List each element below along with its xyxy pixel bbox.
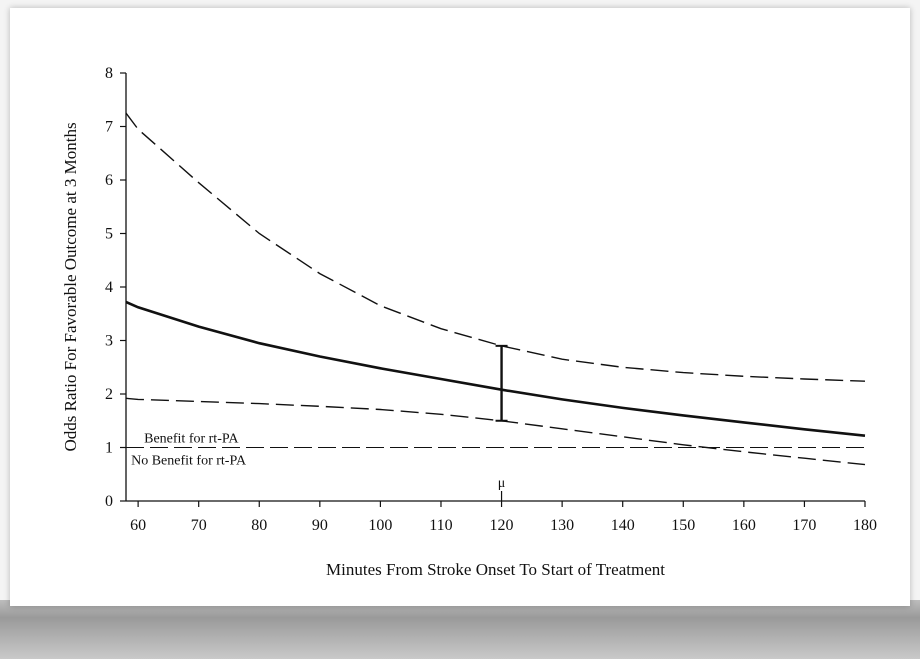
x-tick-label: 90	[312, 517, 328, 534]
x-tick-label: 110	[429, 517, 452, 534]
y-tick-label: 4	[105, 279, 113, 296]
x-tick-label: 130	[550, 517, 574, 534]
y-tick-label: 7	[105, 119, 113, 136]
no-benefit-annotation: No Benefit for rt-PA	[131, 454, 247, 469]
x-tick-label: 100	[368, 517, 392, 534]
annotations: Benefit for rt-PA No Benefit for rt-PA μ	[131, 432, 505, 492]
x-tick-label: 60	[130, 517, 146, 534]
x-tick-label: 180	[853, 517, 877, 534]
x-axis-label: Minutes From Stroke Onset To Start of Tr…	[326, 560, 665, 579]
mu-annotation: μ	[498, 476, 506, 491]
y-tick-label: 0	[105, 493, 113, 510]
series-line-1	[125, 300, 866, 437]
odds-ratio-chart: 0 1 2 3 4 5 6 7 8 60 70 80 90 100 110 120 130 140 150 160 17…	[61, 65, 877, 579]
x-tick-label: 70	[191, 517, 207, 534]
x-tick-label: 120	[490, 517, 514, 534]
series-group	[125, 112, 866, 501]
figure-card: 0 1 2 3 4 5 6 7 8 60 70 80 90 100 110 120 130 140 150 160 17…	[10, 8, 910, 606]
series-line-3	[125, 397, 866, 466]
x-tick-label: 80	[251, 517, 267, 534]
y-axis-label: Odds Ratio For Favorable Outcome at 3 Mo…	[61, 122, 80, 451]
x-tick-label: 170	[792, 517, 816, 534]
x-tick-label: 160	[732, 517, 756, 534]
x-tick-label: 140	[611, 517, 635, 534]
y-tick-label: 2	[105, 386, 113, 403]
ticks: 0 1 2 3 4 5 6 7 8 60 70 80 90 100 110 120 130 140 150 160 17…	[105, 65, 877, 534]
y-tick-label: 3	[105, 333, 113, 350]
benefit-annotation: Benefit for rt-PA	[144, 432, 239, 447]
x-tick-label: 150	[671, 517, 695, 534]
series-line-2	[125, 112, 866, 382]
page-shadow	[0, 600, 920, 659]
y-tick-label: 5	[105, 226, 113, 243]
y-tick-label: 1	[105, 440, 113, 457]
y-tick-label: 6	[105, 172, 113, 189]
y-tick-label: 8	[105, 65, 113, 82]
